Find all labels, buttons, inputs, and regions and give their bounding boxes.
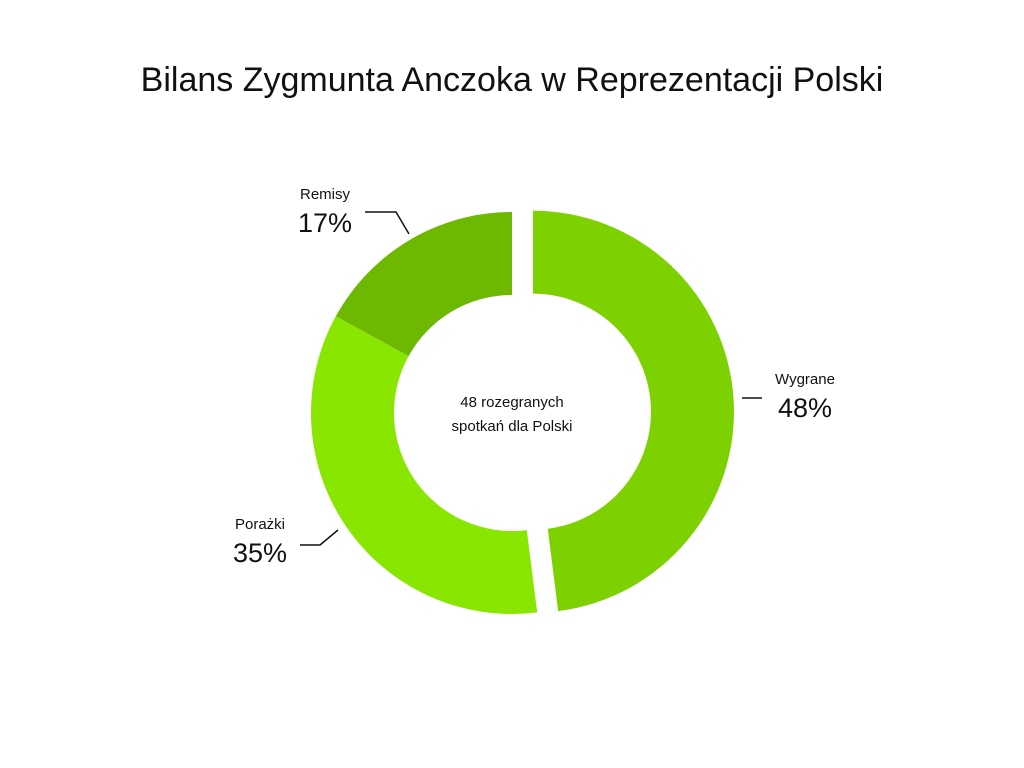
slice-value-label: 17%: [298, 208, 352, 238]
donut-slice: [311, 316, 538, 614]
leader-line: [365, 211, 410, 235]
donut-slice: [335, 212, 512, 357]
slice-value-label: 35%: [233, 538, 287, 568]
slice-label: Wygrane: [775, 371, 835, 388]
center-text: spotkań dla Polski: [452, 418, 573, 435]
leader-line: [300, 529, 339, 546]
chart-title: Bilans Zygmunta Anczoka w Reprezentacji …: [141, 61, 884, 99]
slice-label: Remisy: [300, 186, 351, 203]
donut-slice: [532, 210, 734, 612]
slice-label: Porażki: [235, 516, 285, 533]
slice-value-label: 48%: [778, 393, 832, 423]
center-text: 48 rozegranych: [460, 394, 563, 411]
